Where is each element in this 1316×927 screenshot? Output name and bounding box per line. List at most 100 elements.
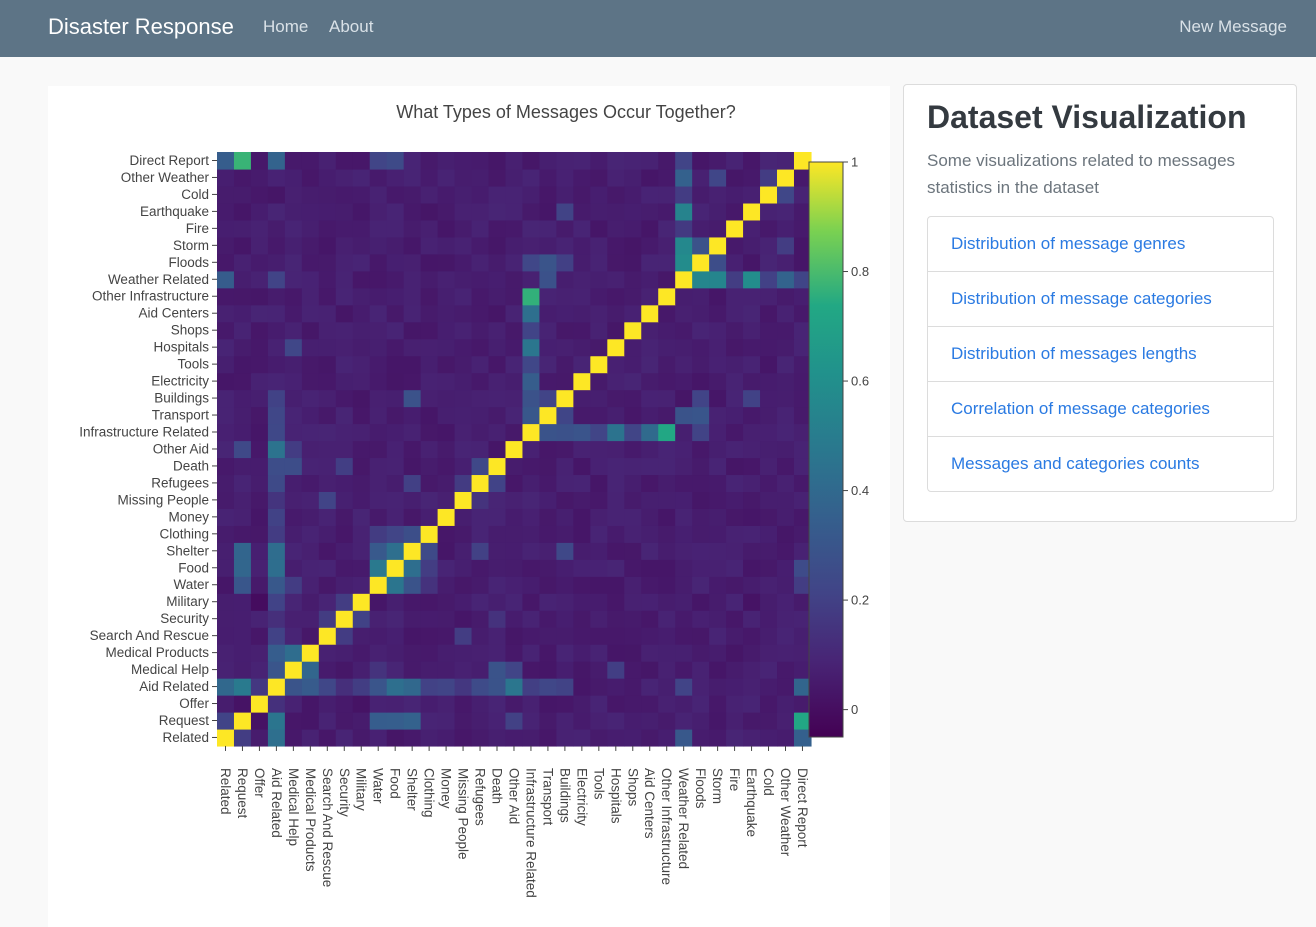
heatmap-cell (403, 678, 422, 696)
heatmap-cell (233, 372, 252, 391)
heatmap-cell (556, 661, 574, 679)
correlation-heatmap: What Types of Messages Occur Together? Re… (79, 102, 869, 898)
heatmap-cell (335, 644, 354, 662)
heatmap-cell (607, 423, 625, 442)
heatmap-cell (658, 627, 676, 645)
heatmap-cell (556, 321, 574, 340)
heatmap-cell (352, 559, 371, 577)
heatmap-cell (369, 355, 388, 374)
heatmap-cell (590, 457, 608, 476)
heatmap-cell (267, 304, 286, 323)
heatmap-cell (505, 661, 524, 679)
heatmap-cell (607, 644, 625, 662)
nav-new-message-link[interactable]: New Message (1179, 17, 1287, 36)
heatmap-cell (777, 661, 795, 679)
heatmap-cell (250, 185, 269, 204)
heatmap-cell (505, 372, 524, 391)
heatmap-cell (250, 474, 269, 492)
nav-about-link[interactable]: About (329, 17, 374, 36)
heatmap-cell (335, 627, 354, 645)
heatmap-cell (624, 525, 642, 543)
heatmap-cell (675, 593, 693, 611)
heatmap-cell (335, 491, 354, 509)
heatmap-cell (607, 559, 625, 577)
heatmap-cell (488, 287, 507, 306)
heatmap-cell (709, 304, 727, 323)
heatmap-cell (573, 525, 591, 543)
heatmap-cell (709, 457, 727, 476)
heatmap-cell (471, 695, 490, 713)
heatmap-cell (726, 712, 744, 730)
heatmap-cell (590, 287, 608, 306)
heatmap-cell (301, 508, 320, 526)
heatmap-cell (641, 253, 659, 272)
heatmap-cell (505, 542, 524, 560)
heatmap-cell (777, 406, 795, 425)
heatmap-cell (301, 525, 320, 543)
heatmap-cell (539, 661, 557, 679)
link-categories-distribution[interactable]: Distribution of message categories (928, 272, 1273, 327)
heatmap-cell (250, 202, 269, 221)
heatmap-cell (284, 661, 303, 679)
heatmap-cell (488, 661, 507, 679)
heatmap-cell (250, 236, 269, 255)
heatmap-cell (301, 202, 320, 221)
link-lengths-distribution[interactable]: Distribution of messages lengths (928, 327, 1273, 382)
heatmap-cell (217, 593, 235, 611)
heatmap-cell (318, 661, 337, 679)
heatmap-cell (437, 627, 456, 645)
heatmap-cell (777, 474, 795, 492)
heatmap-cell (217, 474, 235, 492)
heatmap-cell (267, 406, 286, 425)
heatmap-cell (709, 678, 727, 696)
heatmap-cell (437, 610, 456, 628)
heatmap-cell (318, 678, 337, 696)
heatmap-cell (522, 593, 541, 611)
heatmap-cell (743, 219, 761, 238)
heatmap-cell (658, 728, 676, 747)
heatmap-cell (352, 219, 371, 238)
heatmap-cell (726, 559, 744, 577)
heatmap-cell (793, 695, 812, 713)
heatmap-cell (352, 270, 371, 289)
heatmap-cell (675, 491, 693, 509)
heatmap-cell (301, 491, 320, 509)
heatmap-cell (692, 508, 710, 526)
heatmap-cell (793, 372, 812, 391)
heatmap-cell (386, 202, 405, 221)
heatmap-cell (386, 593, 405, 611)
heatmap-cell (352, 185, 371, 204)
heatmap-cell (352, 202, 371, 221)
brand-link[interactable]: Disaster Response (48, 14, 234, 39)
heatmap-cell (641, 678, 659, 696)
heatmap-cell (505, 644, 524, 662)
nav-home-link[interactable]: Home (263, 17, 309, 36)
heatmap-cell (726, 355, 744, 374)
heatmap-cell (437, 593, 456, 611)
heatmap-cell (641, 185, 659, 204)
heatmap-cell (369, 152, 388, 170)
heatmap-cell (624, 372, 642, 391)
heatmap-cell (284, 627, 303, 645)
x-tick-label: Earthquake (744, 768, 759, 837)
heatmap-cell (318, 202, 337, 221)
heatmap-cell (217, 406, 235, 425)
heatmap-cell (471, 423, 490, 442)
heatmap-cell (284, 304, 303, 323)
link-genres-distribution[interactable]: Distribution of message genres (928, 217, 1273, 272)
heatmap-cell (471, 355, 490, 374)
heatmap-cell (743, 440, 761, 459)
link-categories-counts[interactable]: Messages and categories counts (951, 454, 1200, 473)
link-categories-correlation[interactable]: Correlation of message categories (928, 382, 1273, 437)
x-tick-label: Transport (540, 768, 555, 826)
heatmap-cell (556, 712, 574, 730)
heatmap-cell (217, 372, 235, 391)
heatmap-cell (709, 661, 727, 679)
heatmap-cell (488, 253, 507, 272)
heatmap-cell (624, 627, 642, 645)
heatmap-cell (522, 423, 541, 442)
heatmap-cell (556, 152, 574, 170)
heatmap-cell (743, 610, 761, 628)
heatmap-cell (641, 304, 659, 323)
heatmap-cell (233, 423, 252, 442)
